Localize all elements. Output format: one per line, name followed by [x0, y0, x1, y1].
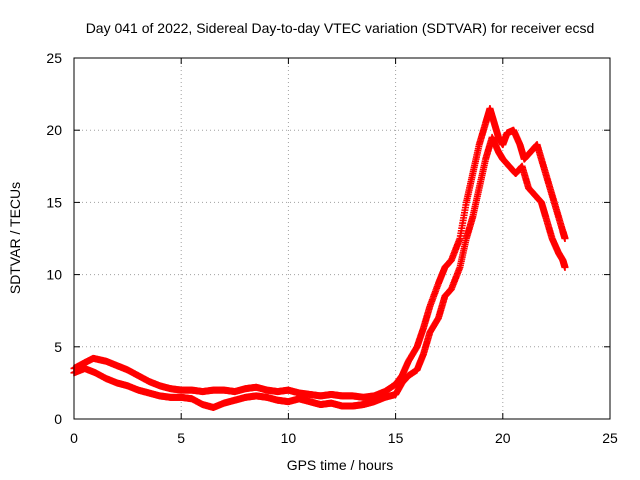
- x-tick-label: 15: [388, 430, 404, 446]
- series-1: [70, 105, 569, 401]
- data-points: [70, 105, 569, 411]
- x-axis-label: GPS time / hours: [287, 457, 394, 473]
- plot-frame: [73, 57, 611, 420]
- y-tick-label: 10: [46, 267, 62, 283]
- series-2: [70, 133, 569, 411]
- y-tick-label: 25: [46, 50, 62, 66]
- y-tick-label: 20: [46, 122, 62, 138]
- data-point: [561, 235, 569, 242]
- grid-lines: [74, 58, 610, 419]
- y-tick-label: 15: [46, 194, 62, 210]
- y-axis-ticks: 0 5 10 15 20 25: [46, 50, 610, 427]
- x-tick-label: 0: [70, 430, 78, 446]
- x-tick-label: 5: [177, 430, 185, 446]
- y-tick-label: 5: [54, 339, 62, 355]
- x-axis-ticks: 0 5 10 15 20 25: [70, 58, 618, 446]
- data-point: [561, 263, 569, 271]
- chart-title: Day 041 of 2022, Sidereal Day-to-day VTE…: [86, 20, 595, 36]
- y-axis-label: SDTVAR / TECUs: [7, 182, 23, 294]
- x-tick-label: 20: [495, 430, 511, 446]
- y-tick-label: 0: [54, 411, 62, 427]
- x-tick-label: 10: [281, 430, 297, 446]
- x-tick-label: 25: [602, 430, 618, 446]
